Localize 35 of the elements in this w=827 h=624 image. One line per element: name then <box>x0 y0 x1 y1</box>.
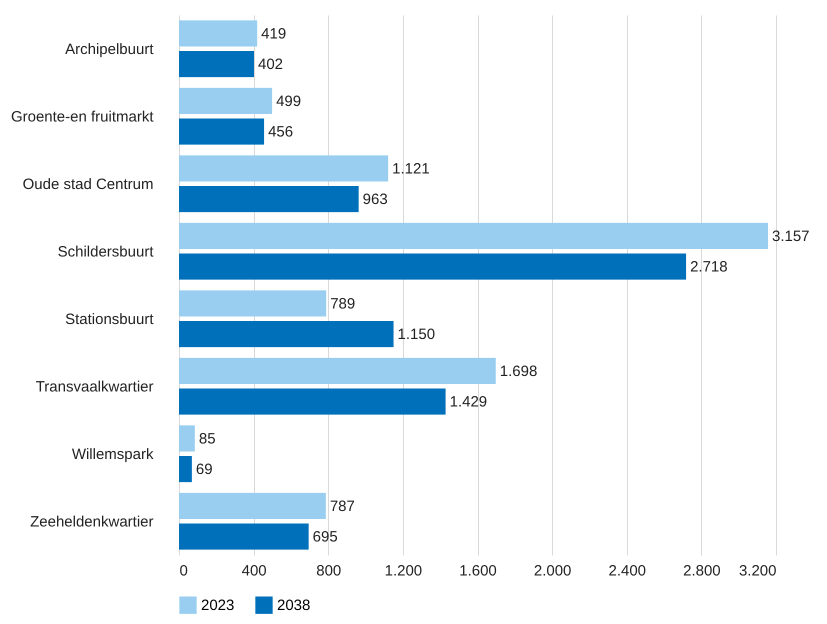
data-label: 963 <box>362 191 388 208</box>
y-tick-label: Archipelbuurt <box>65 40 154 58</box>
data-label: 1.429 <box>450 394 488 411</box>
x-tick-label: 1.600 <box>459 562 497 580</box>
x-tick-label: 400 <box>242 562 267 580</box>
data-label: 789 <box>330 295 356 312</box>
x-tick-label: 1.200 <box>384 562 422 580</box>
y-tick-label: Stationsbuurt <box>65 310 154 328</box>
y-tick-label: Oude stad Centrum <box>22 176 154 193</box>
data-label: 1.150 <box>398 326 436 344</box>
data-label: 2.718 <box>690 258 728 276</box>
x-tick-label: 2.000 <box>534 562 572 580</box>
y-tick-label: Schildersbuurt <box>58 243 154 260</box>
x-tick-label: 800 <box>316 562 342 580</box>
data-label: 1.698 <box>500 362 538 380</box>
data-label: 499 <box>276 92 302 110</box>
data-label: 3.157 <box>772 228 810 245</box>
y-tick-label: Willemspark <box>72 446 154 463</box>
data-label: 85 <box>198 430 216 448</box>
data-label: 69 <box>196 461 213 478</box>
y-tick-label: Transvaalkwartier <box>36 378 154 396</box>
y-tick-label: Zeeheldenkwartier <box>30 513 154 530</box>
x-tick-label: 2.400 <box>608 562 646 580</box>
data-label: 695 <box>312 528 338 546</box>
legend-label: 2023 <box>201 597 234 614</box>
y-tick-label: Groente-en fruitmarkt <box>10 108 154 126</box>
data-label: 1.121 <box>392 160 430 178</box>
data-label: 456 <box>268 124 294 141</box>
x-tick-label: 0 <box>180 562 188 580</box>
x-tick-label: 3.200 <box>738 562 776 580</box>
legend-label: 2038 <box>277 597 310 614</box>
data-label: 787 <box>330 498 355 515</box>
data-label: 402 <box>258 56 284 74</box>
x-tick-label: 2.800 <box>683 562 721 580</box>
data-label: 419 <box>261 25 286 42</box>
